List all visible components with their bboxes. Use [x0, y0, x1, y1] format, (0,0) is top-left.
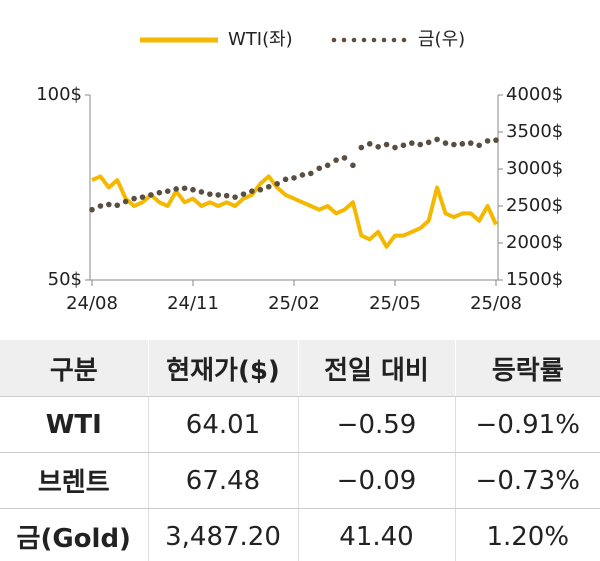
header-cell: 전일 대비	[297, 340, 455, 397]
x-tick-label: 25/02	[268, 293, 320, 314]
cell: 금(Gold)	[0, 508, 148, 561]
y2-tick-label: 2500$	[506, 195, 563, 216]
y2-tick-label: 2000$	[506, 232, 563, 253]
gold-dot	[350, 162, 356, 169]
gold-dot	[181, 185, 188, 192]
gold-dot	[223, 192, 230, 199]
gold-dot	[358, 144, 365, 151]
y2-tick-label: 4000$	[506, 84, 563, 105]
gold-dot	[173, 186, 179, 192]
gold-dot	[484, 138, 491, 144]
gold-dot	[207, 191, 213, 197]
cell: 브렌트	[0, 452, 148, 509]
gold-dot	[139, 194, 146, 200]
gold-dot	[164, 188, 171, 194]
gold-dot	[106, 201, 112, 208]
cell: 64.01	[147, 396, 298, 453]
gold-dot	[215, 192, 222, 198]
gold-dot	[425, 139, 432, 146]
legend-label: 금(우)	[418, 29, 465, 50]
y2-tick-label: 1500$	[506, 269, 563, 290]
row: 금(Gold) 3,487.20 41.40 1.20%	[0, 508, 600, 561]
gold-dot	[240, 191, 247, 197]
legend-swatch	[341, 37, 347, 43]
gold-dot	[400, 142, 407, 149]
row: WTI 64.01 −0.59 −0.91%	[0, 396, 600, 453]
chart: 50$ 100$ 1500$ 2000$ 2500$ 3000$ 3500$ 4000$ 24/…	[36, 29, 563, 314]
gold-dot	[451, 141, 457, 148]
cell: WTI	[0, 396, 148, 453]
legend-swatch	[401, 37, 407, 43]
gold-dot	[476, 142, 482, 149]
header-cell: 구분	[0, 340, 148, 397]
y-tick-label: 50$	[48, 269, 82, 290]
gold-dot	[249, 188, 255, 194]
row: 브렌트 67.48 −0.09 −0.73%	[0, 452, 600, 509]
legend-label: WTI(좌)	[228, 29, 293, 50]
cell: 3,487.20	[147, 508, 298, 561]
y2-tick-label: 3500$	[506, 121, 563, 142]
gold-dot	[333, 157, 339, 163]
gold-dot	[198, 189, 205, 195]
cell: −0.73%	[454, 452, 600, 509]
gold-dot	[148, 192, 154, 198]
gold-dot	[324, 162, 331, 169]
gold-dot	[97, 203, 104, 209]
y-tick-label: 100$	[36, 84, 82, 105]
gold-dot	[265, 183, 272, 190]
header-cell: 등락률	[454, 340, 600, 397]
legend-swatch	[361, 37, 367, 43]
x-tick-label: 25/08	[470, 293, 522, 314]
gold-dot	[366, 141, 373, 147]
cell: 1.20%	[454, 508, 600, 561]
wti-line	[91, 174, 498, 249]
gold-dot	[131, 195, 137, 202]
gold-dot	[308, 170, 314, 177]
x-tick-label: 24/11	[167, 293, 219, 314]
gold-dot	[257, 186, 264, 193]
gold-dot	[341, 155, 348, 161]
legend-swatch	[391, 37, 397, 43]
gold-dot	[274, 181, 280, 187]
gold-dot	[434, 136, 440, 143]
y2-tick-label: 3000$	[506, 158, 563, 179]
gold-dot	[383, 141, 390, 148]
cell: −0.09	[297, 452, 455, 509]
gold-dot	[316, 165, 323, 172]
legend-swatch	[381, 37, 387, 43]
gold-dot	[156, 189, 163, 196]
gold-dot	[291, 175, 297, 181]
gold-dot	[493, 137, 499, 143]
legend-swatch	[351, 37, 357, 43]
gold-dot	[459, 141, 466, 147]
gold-dot	[442, 140, 449, 146]
gold-dot	[114, 202, 121, 209]
x-tick-label: 25/05	[369, 293, 421, 314]
header-cell: 현재가($)	[147, 340, 298, 397]
gold-dot	[122, 198, 129, 205]
cell: −0.91%	[454, 396, 600, 453]
gold-dot	[299, 172, 306, 178]
gold-dot	[190, 186, 196, 193]
gold-dot	[392, 144, 398, 151]
legend-swatch	[371, 37, 377, 43]
cell: 41.40	[297, 508, 455, 561]
header-row: 구분 현재가($) 전일 대비 등락률	[0, 340, 600, 397]
legend-swatch	[331, 37, 337, 43]
gold-dot	[89, 206, 95, 213]
gold-dot	[375, 144, 381, 150]
gold-dot	[232, 194, 238, 200]
x-tick-label: 24/08	[66, 293, 118, 314]
cell: 67.48	[147, 452, 298, 509]
gold-dot	[467, 140, 474, 146]
cell: −0.59	[297, 396, 455, 453]
gold-dot	[417, 141, 424, 148]
gold-dot	[282, 176, 289, 183]
price-table: 구분 현재가($) 전일 대비 등락률 WTI 64.01 −0.59 −0.9…	[0, 340, 600, 561]
gold-dot	[409, 140, 415, 146]
